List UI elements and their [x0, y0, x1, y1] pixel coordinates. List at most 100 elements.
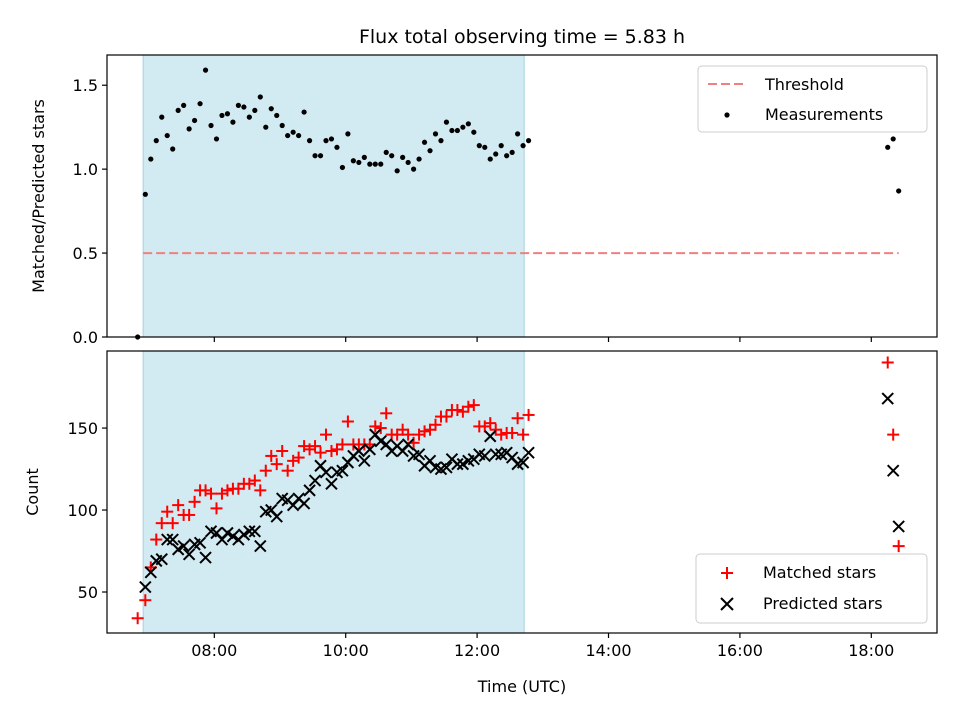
top-panel: 0.0 0.5 1.0 1.5 Flux total observing time =…	[29, 26, 938, 347]
predicted-star-point	[401, 438, 415, 451]
x-tick-label: 12:00	[454, 641, 500, 660]
matched-star-point	[221, 484, 234, 497]
predicted-star-point	[193, 536, 207, 550]
matched-star-point	[254, 484, 267, 497]
predicted-star-point	[270, 510, 283, 523]
measurement-point	[170, 146, 176, 152]
bottom-axes-frame	[106, 350, 938, 634]
measurement-point	[285, 132, 291, 139]
measurement-point	[345, 131, 351, 137]
x-tick-label: 14:00	[585, 641, 631, 660]
x-axis-label: Time (UTC)	[477, 677, 566, 696]
measurement-point	[405, 159, 411, 166]
bottom-shaded-interval	[143, 351, 525, 633]
predicted-star-point	[254, 539, 267, 553]
matched-star-point	[188, 495, 201, 508]
matched-star-point	[369, 420, 382, 433]
measurement-point	[274, 112, 280, 119]
measurement-point	[148, 156, 154, 162]
measurement-point	[290, 129, 296, 135]
measurement-point	[241, 104, 247, 110]
predicted-star-point	[177, 539, 190, 553]
measurement-point	[372, 161, 378, 167]
measurement-point	[361, 154, 367, 160]
matched-star-point	[248, 474, 261, 487]
measurement-point	[181, 102, 187, 108]
bottom-y-axis-label: Count	[23, 468, 42, 516]
matched-star-point	[341, 415, 354, 428]
measurement-point	[449, 127, 455, 134]
measurement-point	[438, 138, 444, 144]
matched-star-point	[336, 438, 349, 451]
matched-star-point	[309, 440, 322, 453]
measurement-point	[296, 132, 302, 139]
measurement-point	[515, 131, 521, 137]
bottom-y-tick-label: 150	[67, 419, 98, 438]
matched-stars-points	[131, 356, 905, 625]
measurement-point	[186, 126, 192, 132]
predicted-star-point	[516, 456, 530, 469]
predicted-star-point	[155, 553, 168, 566]
matched-star-point	[314, 446, 327, 459]
top-axes-frame	[106, 54, 938, 338]
measurement-point	[509, 149, 515, 155]
predicted-star-point	[237, 528, 251, 541]
predicted-star-point	[489, 448, 502, 461]
measurement-point	[257, 94, 263, 100]
measurement-point	[493, 151, 499, 157]
predicted-star-point	[881, 392, 894, 405]
matched-star-point	[374, 422, 387, 435]
matched-star-point	[380, 407, 393, 420]
measurement-point	[153, 138, 159, 144]
measurement-point	[482, 144, 488, 150]
top-y-tick-label: 1.0	[73, 160, 98, 179]
matched-star-point	[451, 404, 464, 417]
measurement-point	[378, 161, 384, 167]
predicted-star-point	[243, 525, 256, 538]
measurement-point	[219, 112, 225, 119]
matched-star-point	[172, 499, 185, 512]
measurements-points	[135, 67, 902, 340]
predicted-star-point	[892, 520, 905, 533]
matched-star-point	[270, 458, 283, 471]
measurement-point	[175, 107, 181, 113]
measurement-point	[383, 149, 389, 155]
measurement-point	[896, 188, 902, 194]
predicted-star-point	[484, 430, 497, 443]
predicted-star-point	[440, 461, 453, 474]
measurement-point	[520, 143, 526, 149]
predicted-star-point	[144, 566, 158, 579]
legend-threshold-label: Threshold	[764, 75, 844, 94]
matched-star-point	[887, 428, 900, 441]
top-legend: Threshold Measurements	[697, 65, 928, 133]
measurement-point	[279, 122, 285, 129]
matched-star-point	[429, 418, 442, 431]
matched-star-point	[484, 417, 497, 430]
bottom-x-ticks: 08:00 10:00 12:00 14:00 16:00 18:00	[191, 633, 894, 660]
top-legend-box	[697, 65, 928, 133]
top-y-tick-label: 0.0	[73, 328, 98, 347]
top-x-ticks	[213, 337, 872, 342]
x-tick-label: 18:00	[848, 641, 894, 660]
measurement-point	[885, 144, 891, 150]
matched-star-point	[183, 508, 196, 521]
measurement-point	[421, 139, 428, 145]
predicted-star-point	[139, 580, 152, 594]
measurement-point	[454, 127, 460, 134]
measurement-point	[312, 153, 318, 159]
predicted-star-point	[303, 484, 316, 497]
predicted-star-point	[297, 497, 311, 510]
matched-star-point	[155, 517, 168, 530]
matched-star-point	[319, 428, 332, 441]
matched-star-point	[205, 487, 218, 500]
matched-star-point	[511, 412, 524, 425]
matched-star-point	[265, 449, 278, 462]
measurement-point	[356, 159, 362, 166]
measurement-point	[263, 124, 269, 130]
measurement-point	[487, 156, 493, 162]
measurement-point	[334, 144, 340, 150]
measurement-point	[339, 164, 346, 171]
